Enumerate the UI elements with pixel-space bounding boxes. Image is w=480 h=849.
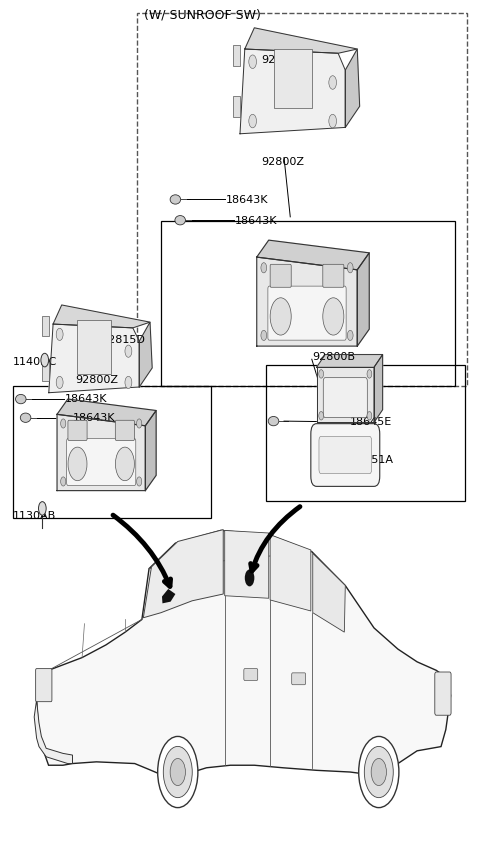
FancyBboxPatch shape bbox=[42, 363, 49, 381]
Ellipse shape bbox=[175, 216, 185, 225]
FancyBboxPatch shape bbox=[268, 286, 346, 340]
Text: 1130AB: 1130AB bbox=[12, 511, 56, 521]
Circle shape bbox=[329, 76, 336, 89]
Polygon shape bbox=[57, 399, 156, 425]
Circle shape bbox=[348, 262, 353, 273]
FancyBboxPatch shape bbox=[233, 96, 240, 117]
Circle shape bbox=[319, 412, 324, 420]
Text: 92851A: 92851A bbox=[350, 455, 393, 465]
Polygon shape bbox=[162, 589, 175, 604]
Circle shape bbox=[137, 419, 142, 428]
Circle shape bbox=[56, 376, 63, 389]
Circle shape bbox=[115, 447, 134, 481]
Polygon shape bbox=[245, 28, 357, 53]
Text: 92800B: 92800B bbox=[312, 351, 355, 362]
Text: 92815D: 92815D bbox=[261, 55, 305, 65]
Circle shape bbox=[323, 298, 344, 335]
Circle shape bbox=[125, 376, 132, 389]
Circle shape bbox=[125, 345, 132, 357]
Circle shape bbox=[371, 758, 386, 785]
Polygon shape bbox=[317, 355, 383, 368]
Text: 92800Z: 92800Z bbox=[75, 374, 118, 385]
Circle shape bbox=[319, 369, 324, 378]
FancyBboxPatch shape bbox=[36, 669, 52, 701]
Polygon shape bbox=[225, 531, 269, 599]
Polygon shape bbox=[257, 240, 369, 270]
FancyBboxPatch shape bbox=[319, 436, 372, 474]
Polygon shape bbox=[317, 368, 374, 423]
FancyBboxPatch shape bbox=[274, 49, 312, 109]
Circle shape bbox=[170, 758, 185, 785]
FancyBboxPatch shape bbox=[435, 672, 451, 715]
Circle shape bbox=[56, 329, 63, 340]
Circle shape bbox=[364, 746, 393, 798]
Polygon shape bbox=[374, 355, 383, 423]
Text: 1140NC: 1140NC bbox=[12, 357, 57, 367]
FancyBboxPatch shape bbox=[67, 438, 136, 486]
Circle shape bbox=[270, 298, 291, 335]
Text: 18645E: 18645E bbox=[350, 417, 392, 427]
Circle shape bbox=[359, 736, 399, 807]
Polygon shape bbox=[270, 535, 311, 611]
Circle shape bbox=[41, 353, 48, 367]
Circle shape bbox=[329, 115, 336, 128]
Text: 18643K: 18643K bbox=[226, 195, 268, 205]
Circle shape bbox=[60, 477, 66, 486]
Circle shape bbox=[60, 419, 66, 428]
Ellipse shape bbox=[20, 413, 31, 423]
FancyBboxPatch shape bbox=[311, 424, 380, 486]
Circle shape bbox=[249, 115, 256, 128]
Ellipse shape bbox=[170, 194, 180, 204]
FancyBboxPatch shape bbox=[77, 320, 111, 374]
Polygon shape bbox=[53, 305, 150, 328]
Polygon shape bbox=[257, 257, 357, 346]
FancyBboxPatch shape bbox=[68, 420, 87, 441]
Circle shape bbox=[249, 55, 256, 69]
Circle shape bbox=[157, 736, 198, 807]
FancyBboxPatch shape bbox=[115, 420, 134, 441]
Polygon shape bbox=[57, 414, 145, 491]
Polygon shape bbox=[144, 530, 223, 618]
Circle shape bbox=[261, 262, 267, 273]
Polygon shape bbox=[357, 253, 369, 346]
Ellipse shape bbox=[15, 395, 26, 404]
Text: (W/ SUNROOF SW): (W/ SUNROOF SW) bbox=[144, 8, 261, 22]
Polygon shape bbox=[313, 554, 345, 633]
FancyBboxPatch shape bbox=[323, 264, 344, 287]
Text: 18643K: 18643K bbox=[65, 394, 108, 404]
Polygon shape bbox=[240, 49, 345, 134]
FancyBboxPatch shape bbox=[244, 669, 258, 681]
Text: 18643K: 18643K bbox=[235, 216, 278, 226]
Polygon shape bbox=[345, 49, 360, 127]
FancyBboxPatch shape bbox=[292, 673, 306, 684]
Circle shape bbox=[137, 477, 142, 486]
Text: 92800Z: 92800Z bbox=[262, 157, 305, 166]
Text: 92815D: 92815D bbox=[101, 335, 145, 345]
Polygon shape bbox=[34, 700, 72, 763]
Polygon shape bbox=[139, 322, 152, 387]
Polygon shape bbox=[49, 324, 139, 393]
Circle shape bbox=[68, 447, 87, 481]
FancyBboxPatch shape bbox=[323, 378, 367, 418]
Circle shape bbox=[163, 746, 192, 798]
Text: 18643K: 18643K bbox=[72, 413, 115, 423]
Ellipse shape bbox=[268, 417, 279, 425]
Circle shape bbox=[367, 412, 372, 420]
Circle shape bbox=[348, 330, 353, 340]
Circle shape bbox=[367, 369, 372, 378]
Circle shape bbox=[245, 570, 254, 587]
FancyBboxPatch shape bbox=[233, 45, 240, 66]
Polygon shape bbox=[145, 411, 156, 491]
Circle shape bbox=[261, 330, 267, 340]
Circle shape bbox=[38, 502, 46, 515]
Polygon shape bbox=[36, 531, 451, 776]
FancyBboxPatch shape bbox=[42, 317, 49, 335]
FancyBboxPatch shape bbox=[270, 264, 291, 287]
